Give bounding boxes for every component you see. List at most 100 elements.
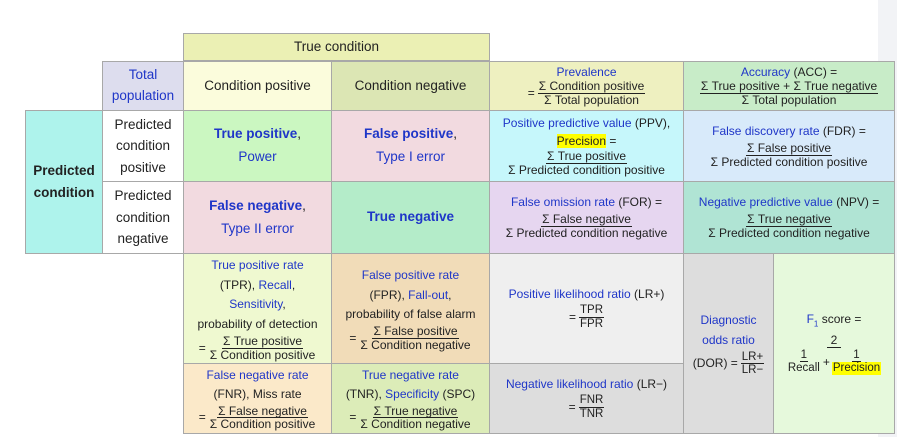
type-i-error-link[interactable]: Type I error: [375, 149, 446, 164]
f1-recall-fraction: 1 Recall: [787, 349, 821, 374]
predicted-positive-line3: positive: [120, 159, 166, 175]
ppv-link[interactable]: Positive predictive value: [502, 115, 632, 130]
predicted-negative-line2: condition: [115, 209, 171, 225]
fnr-link[interactable]: False negative rate: [206, 368, 309, 383]
tnr-abbr: (TNR),: [345, 387, 386, 402]
accuracy-link[interactable]: Accuracy: [740, 65, 791, 80]
ppv-numerator: Σ True positive: [545, 148, 627, 164]
f1-fraction: 2 1 Recall + 1 Precision: [786, 334, 882, 375]
lr-positive-equals: =: [568, 309, 576, 324]
dor-denominator: LR−: [741, 363, 764, 376]
f1-plus: +: [822, 354, 830, 369]
false-negative-comma: ,: [302, 197, 306, 213]
true-positive-comma: ,: [297, 126, 302, 142]
predicted-condition-line2: condition: [33, 185, 95, 200]
prevalence-equals: =: [527, 86, 535, 100]
false-negative-link[interactable]: False negative: [209, 197, 303, 213]
accuracy-cell: Accuracy (ACC) = Σ True positive + Σ Tru…: [683, 61, 895, 111]
f1-recall-denominator: Recall: [787, 362, 820, 375]
prevalence-numerator: Σ Condition positive: [537, 79, 646, 94]
tpr-fraction: Σ True positive Σ Condition positive: [209, 335, 316, 361]
recall-link[interactable]: Recall: [258, 277, 292, 292]
predicted-positive-cell: Predicted condition positive: [102, 110, 184, 182]
fdr-link[interactable]: False discovery rate: [712, 123, 820, 138]
prevalence-link[interactable]: Prevalence: [556, 65, 617, 80]
precision-link[interactable]: Precision: [556, 133, 606, 148]
true-positive-link[interactable]: True positive: [213, 126, 298, 142]
condition-positive-label: Condition positive: [204, 77, 311, 93]
dor-link[interactable]: Diagnostic odds ratio: [700, 311, 756, 351]
f1-subscript: 1: [813, 319, 819, 329]
fpr-link[interactable]: False positive rate: [361, 267, 460, 282]
fall-out-link[interactable]: Fall-out: [408, 287, 449, 302]
fpr-abbr: (FPR),: [369, 287, 409, 302]
f1-precision-numerator: 1: [852, 349, 861, 363]
predicted-condition-line1: Predicted: [33, 163, 95, 179]
f1-suffix: score =: [818, 312, 862, 327]
dor-cell: Diagnostic odds ratio (DOR) = LR+ LR−: [683, 253, 774, 434]
lr-positive-denominator: FPR: [580, 317, 603, 330]
fdr-fraction: Σ False positive Σ Predicted condition p…: [710, 142, 869, 168]
condition-positive-cell: Condition positive: [183, 61, 332, 111]
false-positive-link[interactable]: False positive: [363, 126, 454, 142]
lr-positive-fraction: TPR FPR: [579, 304, 604, 330]
lr-positive-cell: Positive likelihood ratio (LR+) = TPR FP…: [489, 253, 684, 364]
dor-numerator: LR+: [740, 350, 765, 364]
f1-denominator: 1 Recall + 1 Precision: [786, 348, 882, 375]
npv-cell: Negative predictive value (NPV) = Σ True…: [683, 181, 895, 254]
fpr-comma: ,: [448, 287, 452, 302]
tnr-spc: (SPC): [439, 387, 476, 402]
lr-negative-equals: =: [568, 399, 576, 414]
accuracy-numerator: Σ True positive + Σ True negative: [699, 79, 879, 94]
false-negative-cell: False negative, Type II error: [183, 181, 332, 254]
true-negative-link[interactable]: True negative: [366, 209, 455, 225]
tnr-fraction: Σ True negative Σ Condition negative: [359, 404, 471, 431]
specificity-link[interactable]: Specificity: [385, 387, 440, 402]
accuracy-fraction: Σ True positive + Σ True negative Σ Tota…: [699, 79, 879, 107]
sensitivity-link[interactable]: Sensitivity: [229, 297, 283, 312]
fdr-numerator: Σ False positive: [745, 140, 833, 156]
tpr-abbr: (TPR),: [219, 277, 259, 292]
f1-name: F: [806, 312, 814, 327]
power-link[interactable]: Power: [238, 149, 277, 164]
probability-of-false-alarm: probability of false alarm: [345, 307, 476, 322]
fnr-abbr: (FNR), Miss rate: [213, 387, 302, 402]
tnr-equals: =: [349, 410, 357, 425]
tpr-equals: =: [198, 340, 206, 355]
accuracy-denominator: Σ Total population: [741, 93, 837, 107]
true-negative-cell: True negative: [331, 181, 490, 254]
tpr-comma1: ,: [291, 277, 296, 292]
tpr-link[interactable]: True positive rate: [211, 257, 304, 272]
lr-negative-fraction: FNR TNR: [578, 394, 605, 420]
fnr-numerator: Σ False negative: [217, 403, 308, 419]
for-link[interactable]: False omission rate: [510, 195, 616, 210]
type-ii-error-link[interactable]: Type II error: [221, 220, 294, 236]
tnr-link[interactable]: True negative rate: [362, 368, 459, 383]
false-positive-cell: False positive, Type I error: [331, 110, 490, 182]
tnr-cell: True negative rate (TNR), Specificity (S…: [331, 363, 490, 434]
tpr-cell: True positive rate (TPR), Recall, Sensit…: [183, 253, 332, 364]
ppv-abbr: (PPV),: [631, 115, 671, 130]
total-population-link[interactable]: Total population: [112, 65, 174, 107]
fnr-fraction: Σ False negative Σ Condition positive: [209, 403, 316, 431]
prevalence-cell: Prevalence = Σ Condition positive Σ Tota…: [489, 61, 684, 111]
lr-negative-cell: Negative likelihood ratio (LR−) = FNR TN…: [489, 363, 684, 434]
fpr-cell: False positive rate (FPR), Fall-out, pro…: [331, 253, 490, 364]
lr-negative-link[interactable]: Negative likelihood ratio: [505, 377, 634, 392]
lr-negative-abbr: (LR−): [633, 377, 668, 392]
f1-score-link[interactable]: F1: [806, 312, 819, 329]
fpr-fraction: Σ False positive Σ Condition negative: [359, 325, 471, 351]
true-condition-header: True condition: [183, 33, 490, 61]
tpr-denominator: Σ Condition positive: [209, 347, 316, 362]
fdr-abbr: (FDR) =: [819, 123, 866, 138]
fpr-numerator: Σ False positive: [372, 324, 459, 339]
lr-positive-link[interactable]: Positive likelihood ratio: [508, 287, 631, 302]
npv-link[interactable]: Negative predictive value: [698, 195, 833, 210]
ppv-denominator: Σ Predicted condition positive: [508, 162, 665, 177]
fpr-denominator: Σ Condition negative: [360, 337, 471, 352]
ppv-cell: Positive predictive value (PPV), Precisi…: [489, 110, 684, 182]
prevalence-denominator: Σ Total population: [544, 93, 639, 107]
tpr-numerator: Σ True positive: [222, 334, 304, 349]
fnr-cell: False negative rate (FNR), Miss rate = Σ…: [183, 363, 332, 434]
false-positive-comma: ,: [453, 126, 458, 142]
